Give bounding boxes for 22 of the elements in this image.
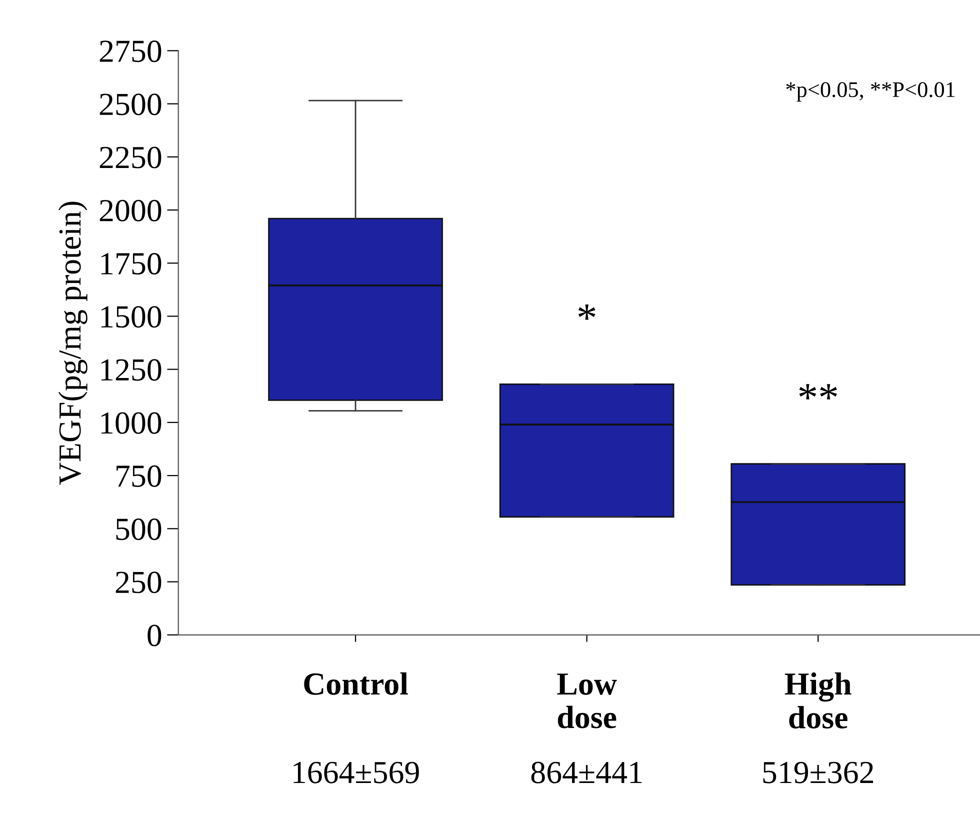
y-tick-label: 2250 [100, 146, 162, 168]
x-tick-label: High dose [784, 672, 852, 729]
text: 864±441 [531, 762, 642, 784]
y-tick-label: 1750 [101, 252, 162, 275]
y-tick-label: 0 [148, 624, 162, 646]
y-axis-title: VEGF(pg/mg protein) [58, 202, 88, 485]
y-tick-label: 500 [116, 518, 162, 540]
y-tick-label: 2750 [100, 40, 162, 62]
x-tick-label: Low dose [557, 674, 617, 728]
annotation: *p<0.05, **P<0.01 [786, 82, 955, 102]
y-tick-label: 1000 [101, 412, 162, 434]
x-tick-label: Control [304, 672, 408, 695]
y-tick-label: 1500 [101, 306, 162, 328]
y-tick-label: 250 [116, 572, 162, 594]
text: 1664±569 [294, 762, 419, 784]
y-tick-label: 2500 [100, 94, 162, 116]
annotation: * [578, 304, 596, 320]
y-tick-label: 750 [116, 465, 162, 487]
annotation: ** [799, 384, 837, 400]
y-tick-label: 2000 [100, 200, 162, 222]
text: 519±362 [763, 762, 874, 784]
y-tick-label: 1250 [101, 359, 162, 381]
